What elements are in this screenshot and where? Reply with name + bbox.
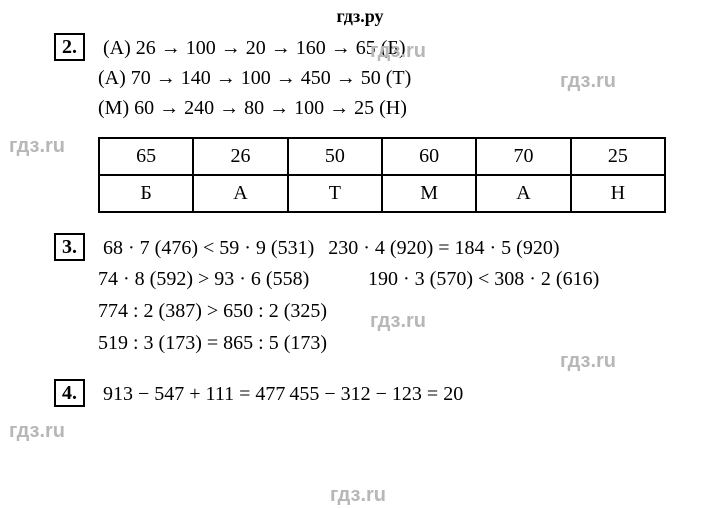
problem-number-2: 2. [54,33,85,61]
p3-r0-right: 230 · 4 (920) = 184 · 5 (920) [328,237,559,259]
p4-expr2: 455 − 312 − 123 = 20 [289,383,463,405]
p3-r3-right [368,327,678,359]
p3-r2-right [368,295,678,327]
p2-tbl-num-2: 50 [288,138,382,175]
p3-r0-left: 68 · 7 (476) < 59 · 9 (531) [103,237,314,259]
p2-line-1: (А) 70 → 140 → 100 → 450 → 50 (Т) [98,63,666,93]
p2-tbl-num-3: 60 [382,138,476,175]
problem-2: 2. (А) 26 → 100 → 20 → 160 → 65 (Б) (А) … [0,27,720,219]
table-row: Б А Т М А Н [99,175,665,212]
watermark: гдз.ru [9,420,65,443]
p2-tbl-num-0: 65 [99,138,193,175]
p2-table: 65 26 50 60 70 25 Б А Т М А Н [98,137,666,213]
watermark: гдз.ru [330,484,386,507]
problem-number-3: 3. [54,233,85,261]
problem-number-4: 4. [54,379,85,407]
problem-3: 3. 68 · 7 (476) < 59 · 9 (531) 230 · 4 (… [0,219,720,365]
p3-r3-left: 519 : 3 (173) = 865 : 5 (173) [98,327,358,359]
p2-tbl-let-5: Н [571,175,665,212]
p3-r2-left: 774 : 2 (387) > 650 : 2 (325) [98,295,358,327]
p2-tbl-let-2: Т [288,175,382,212]
p2-tbl-let-3: М [382,175,476,212]
p2-tbl-num-5: 25 [571,138,665,175]
table-row: 65 26 50 60 70 25 [99,138,665,175]
p2-tbl-let-0: Б [99,175,193,212]
p3-r1-left: 74 · 8 (592) > 93 · 6 (558) [98,263,358,295]
page-header: гдз.ру [0,0,720,27]
p2-tbl-let-1: А [193,175,287,212]
p4-expr1: 913 − 547 + 111 = 477 [103,383,285,405]
site-title: гдз.ру [336,6,383,26]
p2-line-0: (А) 26 → 100 → 20 → 160 → 65 (Б) [103,37,406,59]
p2-tbl-let-4: А [476,175,570,212]
problem-4: 4. 913 − 547 + 111 = 477 455 − 312 − 123… [0,365,720,415]
p2-tbl-num-1: 26 [193,138,287,175]
p2-tbl-num-4: 70 [476,138,570,175]
p2-line-2: (М) 60 → 240 → 80 → 100 → 25 (Н) [98,93,666,123]
p3-r1-right: 190 · 3 (570) < 308 · 2 (616) [368,263,678,295]
